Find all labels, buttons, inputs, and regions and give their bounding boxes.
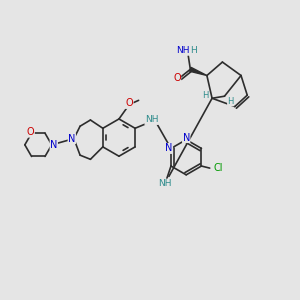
Text: H: H bbox=[202, 91, 208, 100]
Text: O: O bbox=[173, 73, 181, 82]
Text: H: H bbox=[190, 46, 197, 55]
Text: N: N bbox=[182, 133, 190, 142]
Text: N: N bbox=[68, 134, 76, 144]
Text: H: H bbox=[227, 97, 234, 106]
Text: Cl: Cl bbox=[213, 163, 223, 173]
Polygon shape bbox=[190, 68, 207, 76]
Text: O: O bbox=[125, 98, 133, 108]
Text: N: N bbox=[165, 143, 172, 153]
Text: NH: NH bbox=[176, 46, 190, 55]
Text: NH: NH bbox=[158, 179, 172, 188]
Text: NH: NH bbox=[145, 116, 158, 124]
Text: N: N bbox=[50, 140, 58, 150]
Text: O: O bbox=[27, 127, 34, 137]
